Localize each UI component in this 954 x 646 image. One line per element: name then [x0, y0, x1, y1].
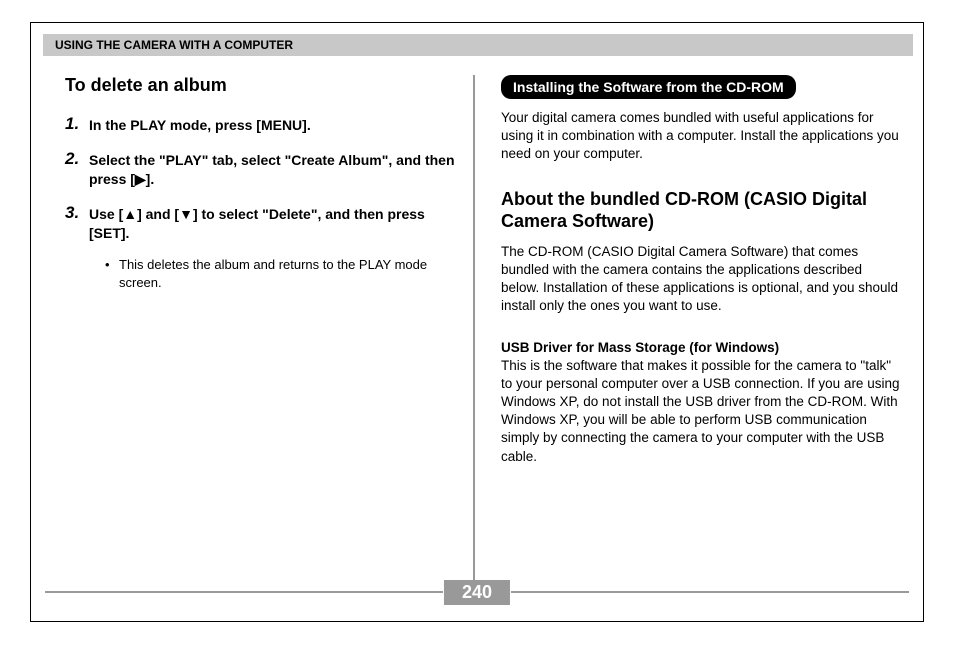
intro-paragraph: Your digital camera comes bundled with u…: [501, 109, 903, 164]
page-number: 240: [444, 580, 510, 605]
bullet-marker: •: [105, 256, 119, 291]
step-bullet: • This deletes the album and returns to …: [105, 256, 455, 291]
step-number: 3.: [65, 203, 89, 243]
section-header-bar: USING THE CAMERA WITH A COMPUTER: [43, 34, 913, 56]
manual-page: USING THE CAMERA WITH A COMPUTER To dele…: [30, 22, 924, 622]
body-paragraph-1: The CD-ROM (CASIO Digital Camera Softwar…: [501, 243, 903, 316]
footer-rule-left: [45, 591, 443, 593]
step-number: 2.: [65, 149, 89, 189]
step-item: 2. Select the "PLAY" tab, select "Create…: [65, 149, 455, 189]
step-item: 3. Use [▲] and [▼] to select "Delete", a…: [65, 203, 455, 243]
right-title: About the bundled CD-ROM (CASIO Digital …: [501, 188, 903, 233]
right-column: Installing the Software from the CD-ROM …: [475, 75, 903, 585]
step-number: 1.: [65, 114, 89, 135]
step-text: In the PLAY mode, press [MENU].: [89, 114, 311, 135]
section-pill-heading: Installing the Software from the CD-ROM: [501, 75, 796, 99]
step-text: Use [▲] and [▼] to select "Delete", and …: [89, 203, 455, 243]
bullet-text: This deletes the album and returns to th…: [119, 256, 455, 291]
step-item: 1. In the PLAY mode, press [MENU].: [65, 114, 455, 135]
footer-rule-right: [511, 591, 909, 593]
steps-list: 1. In the PLAY mode, press [MENU]. 2. Se…: [65, 114, 455, 242]
section-header-text: USING THE CAMERA WITH A COMPUTER: [55, 38, 293, 52]
left-title: To delete an album: [65, 75, 455, 96]
content-columns: To delete an album 1. In the PLAY mode, …: [65, 75, 903, 585]
subsection-heading: USB Driver for Mass Storage (for Windows…: [501, 340, 903, 355]
left-column: To delete an album 1. In the PLAY mode, …: [65, 75, 473, 585]
page-footer: 240: [31, 579, 923, 605]
body-paragraph-2: This is the software that makes it possi…: [501, 357, 903, 466]
step-text: Select the "PLAY" tab, select "Create Al…: [89, 149, 455, 189]
